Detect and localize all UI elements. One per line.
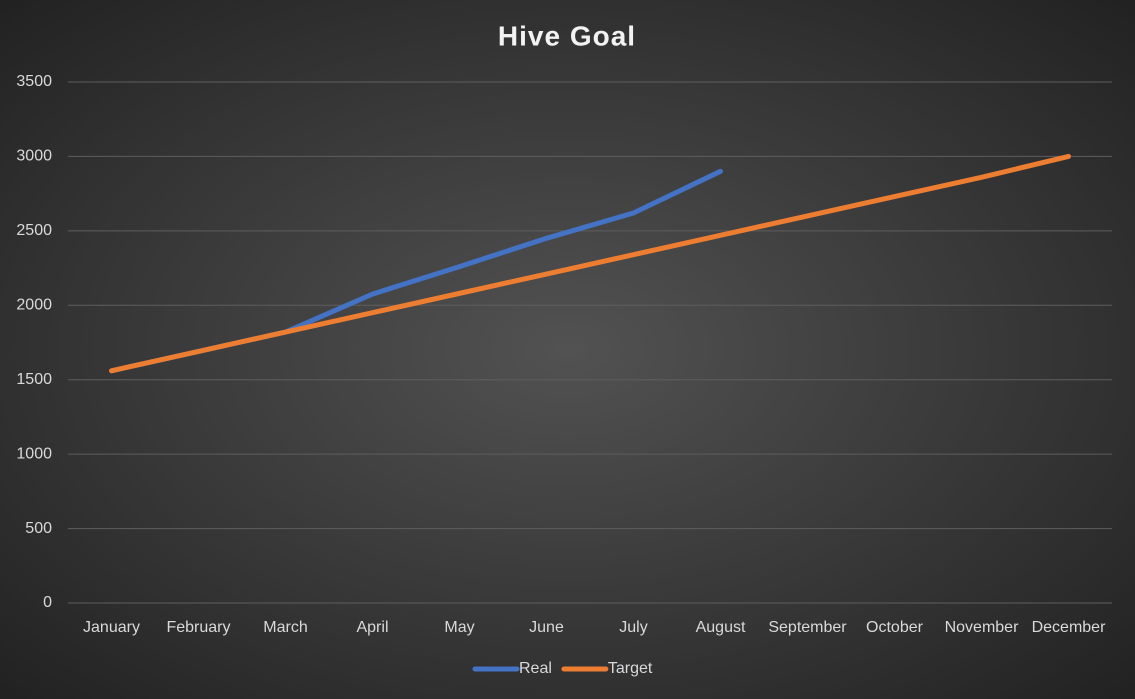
y-tick-label: 3500	[16, 73, 52, 90]
legend-label: Real	[519, 660, 552, 677]
y-tick-label: 1000	[16, 445, 52, 462]
x-tick-label: November	[945, 619, 1019, 636]
y-tick-label: 500	[25, 520, 52, 537]
legend-label: Target	[608, 660, 653, 677]
chart-title: Hive Goal	[498, 20, 636, 51]
y-tick-label: 2000	[16, 297, 52, 314]
x-tick-label: September	[768, 619, 847, 636]
x-tick-label: December	[1032, 619, 1106, 636]
x-tick-label: October	[866, 619, 924, 636]
y-tick-label: 3000	[16, 148, 52, 165]
x-tick-label: March	[263, 619, 307, 636]
y-tick-label: 2500	[16, 222, 52, 239]
x-tick-label: August	[696, 619, 746, 636]
x-tick-label: May	[444, 619, 474, 636]
x-tick-label: June	[529, 619, 564, 636]
x-tick-label: January	[83, 619, 140, 636]
y-tick-label: 0	[43, 594, 52, 611]
x-tick-label: April	[356, 619, 388, 636]
y-tick-label: 1500	[16, 371, 52, 388]
x-tick-label: July	[619, 619, 647, 636]
series-line	[109, 153, 1071, 374]
x-tick-label: February	[166, 619, 230, 636]
